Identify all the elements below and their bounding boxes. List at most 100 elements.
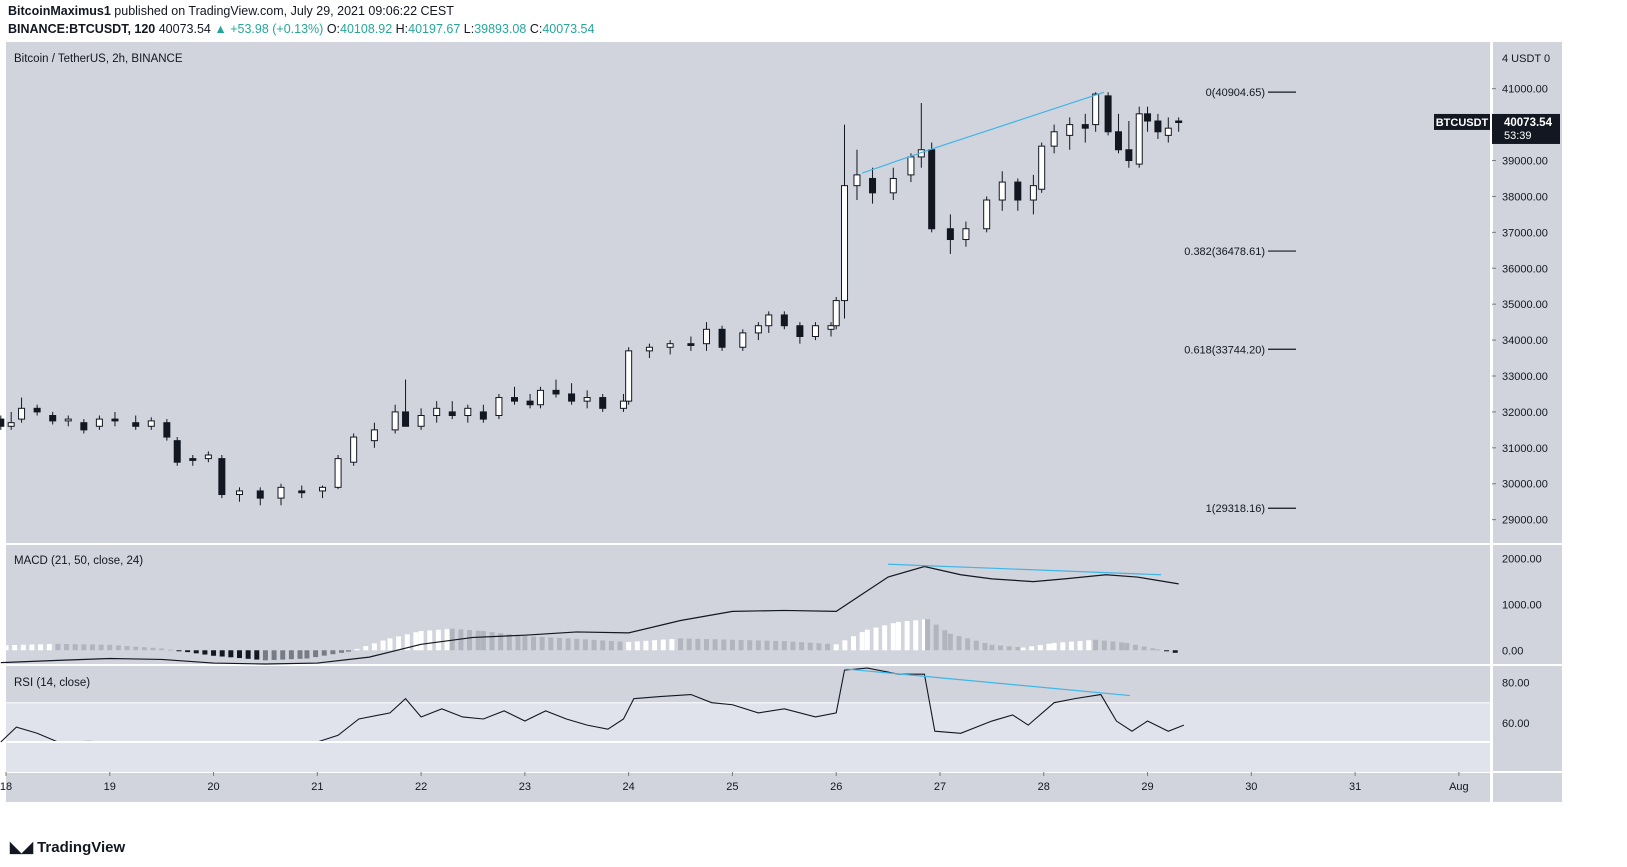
macd-histogram-bar xyxy=(652,640,658,651)
last-price-symbol: BTCUSDT xyxy=(1436,117,1489,129)
macd-histogram-bar xyxy=(321,650,327,656)
candle-body xyxy=(811,325,819,337)
macd-histogram-bar xyxy=(965,638,971,651)
macd-histogram-bar xyxy=(115,645,121,651)
macd-histogram-bar xyxy=(913,620,919,651)
macd-histogram-bar xyxy=(435,629,441,651)
macd-histogram-bar xyxy=(458,629,464,651)
macd-histogram-bar xyxy=(211,650,217,656)
macd-histogram-bar xyxy=(1132,644,1138,651)
last-price-value: 40073.54 xyxy=(1504,117,1553,129)
close-value: 40073.54 xyxy=(542,22,595,36)
symbol-label: BINANCE:BTCUSDT, 120 xyxy=(8,22,156,36)
macd-histogram-bar xyxy=(219,650,225,657)
macd-histogram-bar xyxy=(989,644,995,651)
macd-histogram-bar xyxy=(141,647,147,651)
time-tick-label: 30 xyxy=(1245,781,1257,793)
rsi-trendline xyxy=(846,668,1130,697)
macd-histogram-bar xyxy=(825,643,831,651)
candle-body xyxy=(417,415,425,427)
macd-histogram-bar xyxy=(1037,644,1043,651)
macd-histogram-bar xyxy=(864,629,870,651)
candle-body xyxy=(832,300,840,327)
time-axis-pane xyxy=(6,772,1490,802)
candle-body xyxy=(754,325,762,334)
macd-histogram-bar xyxy=(755,640,761,651)
macd-histogram-bar xyxy=(626,642,632,651)
macd-histogram-bar xyxy=(721,639,727,651)
macd-histogram-bar xyxy=(773,640,779,651)
macd-histogram-bar xyxy=(304,650,310,659)
macd-histogram-bar xyxy=(895,621,901,651)
time-tick-label: 24 xyxy=(623,781,635,793)
candle-body xyxy=(511,397,519,402)
macd-histogram-bar xyxy=(396,636,402,651)
time-tick-label: 28 xyxy=(1038,781,1050,793)
candle-body xyxy=(1104,95,1112,133)
macd-histogram-bar xyxy=(729,639,735,651)
macd-histogram-bar xyxy=(873,627,879,651)
macd-histogram-bar xyxy=(271,650,277,660)
price-trendline xyxy=(861,91,1105,174)
macd-histogram-bar xyxy=(522,636,528,651)
time-tick-label: 23 xyxy=(519,781,531,793)
candle-body xyxy=(495,397,503,417)
price-tick-label: 31000.00 xyxy=(1502,443,1548,455)
price-tick-label: 37000.00 xyxy=(1502,227,1548,239)
rsi-tick-label: 60.00 xyxy=(1502,718,1530,730)
macd-histogram-bar xyxy=(816,643,822,651)
macd-histogram-bar xyxy=(55,643,61,651)
candle-body xyxy=(33,407,41,413)
macd-trendline xyxy=(888,563,1162,576)
brand-name: TradingView xyxy=(37,839,126,856)
macd-histogram-bar xyxy=(790,641,796,651)
candle-body xyxy=(1092,93,1100,126)
macd-histogram-bar xyxy=(202,650,208,655)
candle-body xyxy=(7,422,15,427)
macd-histogram-bar xyxy=(404,634,410,651)
macd-histogram-bar xyxy=(799,642,805,651)
tradingview-footer: ◣◢ TradingView xyxy=(10,838,125,856)
macd-histogram-bar xyxy=(608,640,614,651)
candle-body xyxy=(1154,120,1162,133)
macd-histogram-bar xyxy=(933,624,939,651)
candle-body xyxy=(645,346,653,352)
macd-histogram-bar xyxy=(262,650,268,661)
candle-body xyxy=(827,325,835,330)
candle-body xyxy=(1014,181,1022,201)
macd-label: MACD (21, 50, close, 24) xyxy=(14,555,143,567)
macd-histogram-bar xyxy=(354,648,360,651)
macd-histogram-bar xyxy=(280,650,286,660)
macd-line xyxy=(0,565,1179,665)
candle-body xyxy=(64,418,72,422)
candle-body xyxy=(552,389,560,395)
macd-histogram-bar xyxy=(167,649,173,651)
macd-histogram-bar xyxy=(506,634,512,651)
macd-histogram-bar xyxy=(1119,642,1125,651)
candle-body xyxy=(277,486,285,499)
fib-level-label: 0.382(36478.61) xyxy=(1184,246,1265,258)
candle-body xyxy=(599,397,607,409)
macd-histogram-bar xyxy=(228,650,234,658)
macd-histogram-bar xyxy=(921,619,927,651)
macd-histogram-bar xyxy=(634,641,640,651)
time-tick-label: 26 xyxy=(830,781,842,793)
macd-histogram-bar xyxy=(712,639,718,651)
author-name[interactable]: BitcoinMaximus1 xyxy=(8,4,111,18)
candle-body xyxy=(739,332,747,348)
rsi-tick-label: 80.00 xyxy=(1502,677,1530,689)
macd-histogram-bar xyxy=(98,644,104,651)
candle-body xyxy=(334,458,342,488)
macd-histogram-bar xyxy=(973,640,979,651)
candle-body xyxy=(1050,131,1058,147)
macd-histogram-bar xyxy=(1150,648,1156,651)
rsi-lower-band xyxy=(6,742,1490,772)
candle-body xyxy=(235,490,243,496)
macd-histogram-bar xyxy=(480,631,486,651)
macd-histogram-bar xyxy=(72,644,78,651)
macd-histogram-bar xyxy=(475,630,481,651)
macd-histogram-bar xyxy=(998,645,1004,651)
macd-histogram-bar xyxy=(380,640,386,651)
macd-histogram-bar xyxy=(600,640,606,651)
